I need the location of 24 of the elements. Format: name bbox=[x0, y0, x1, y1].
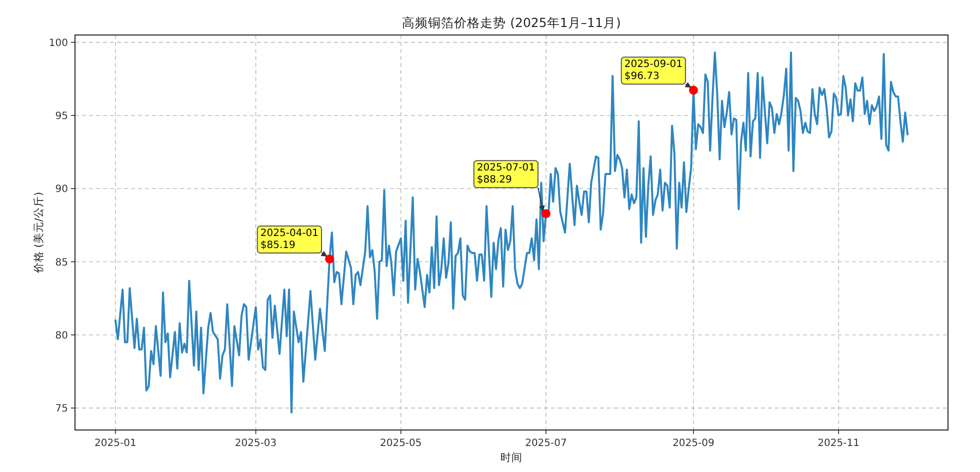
y-axis-title: 价格 (美元/公斤) bbox=[32, 192, 45, 274]
y-tick-label: 100 bbox=[48, 38, 68, 49]
x-tick-label: 2025-03 bbox=[234, 438, 277, 449]
point bbox=[541, 209, 550, 218]
point bbox=[688, 86, 698, 95]
x-tick-label: 2025-01 bbox=[94, 438, 136, 449]
point bbox=[325, 254, 334, 264]
annotation: 2025-09-01 $96.73 bbox=[624, 59, 682, 82]
chart-title: 高频铜箔价格走势 (2025年1月–11月) bbox=[402, 15, 621, 30]
x-tick-label: 2025-07 bbox=[525, 438, 567, 449]
annotation: 2025-04-01 $85.19 bbox=[256, 225, 328, 256]
annotation: 2025-09-01 $96.73 bbox=[620, 56, 692, 88]
y-tick-label: 90 bbox=[55, 184, 68, 196]
x-tick-label: 2025-05 bbox=[380, 438, 422, 449]
y-tick-label: 80 bbox=[55, 330, 68, 342]
annotation: 2025-07-01 $88.29 bbox=[476, 162, 535, 186]
annotation: 2025-04-01 $85.19 bbox=[260, 228, 319, 251]
y-tick-label: 75 bbox=[55, 404, 68, 415]
x-tick-label: 2025-11 bbox=[818, 438, 860, 449]
x-axis-title: 时间 bbox=[500, 451, 522, 464]
y-tick-label: 95 bbox=[55, 110, 68, 122]
y-tick-label: 85 bbox=[55, 257, 68, 268]
annotation: 2025-07-01 $88.29 bbox=[473, 160, 545, 212]
x-tick-label: 2025-09 bbox=[672, 438, 714, 449]
